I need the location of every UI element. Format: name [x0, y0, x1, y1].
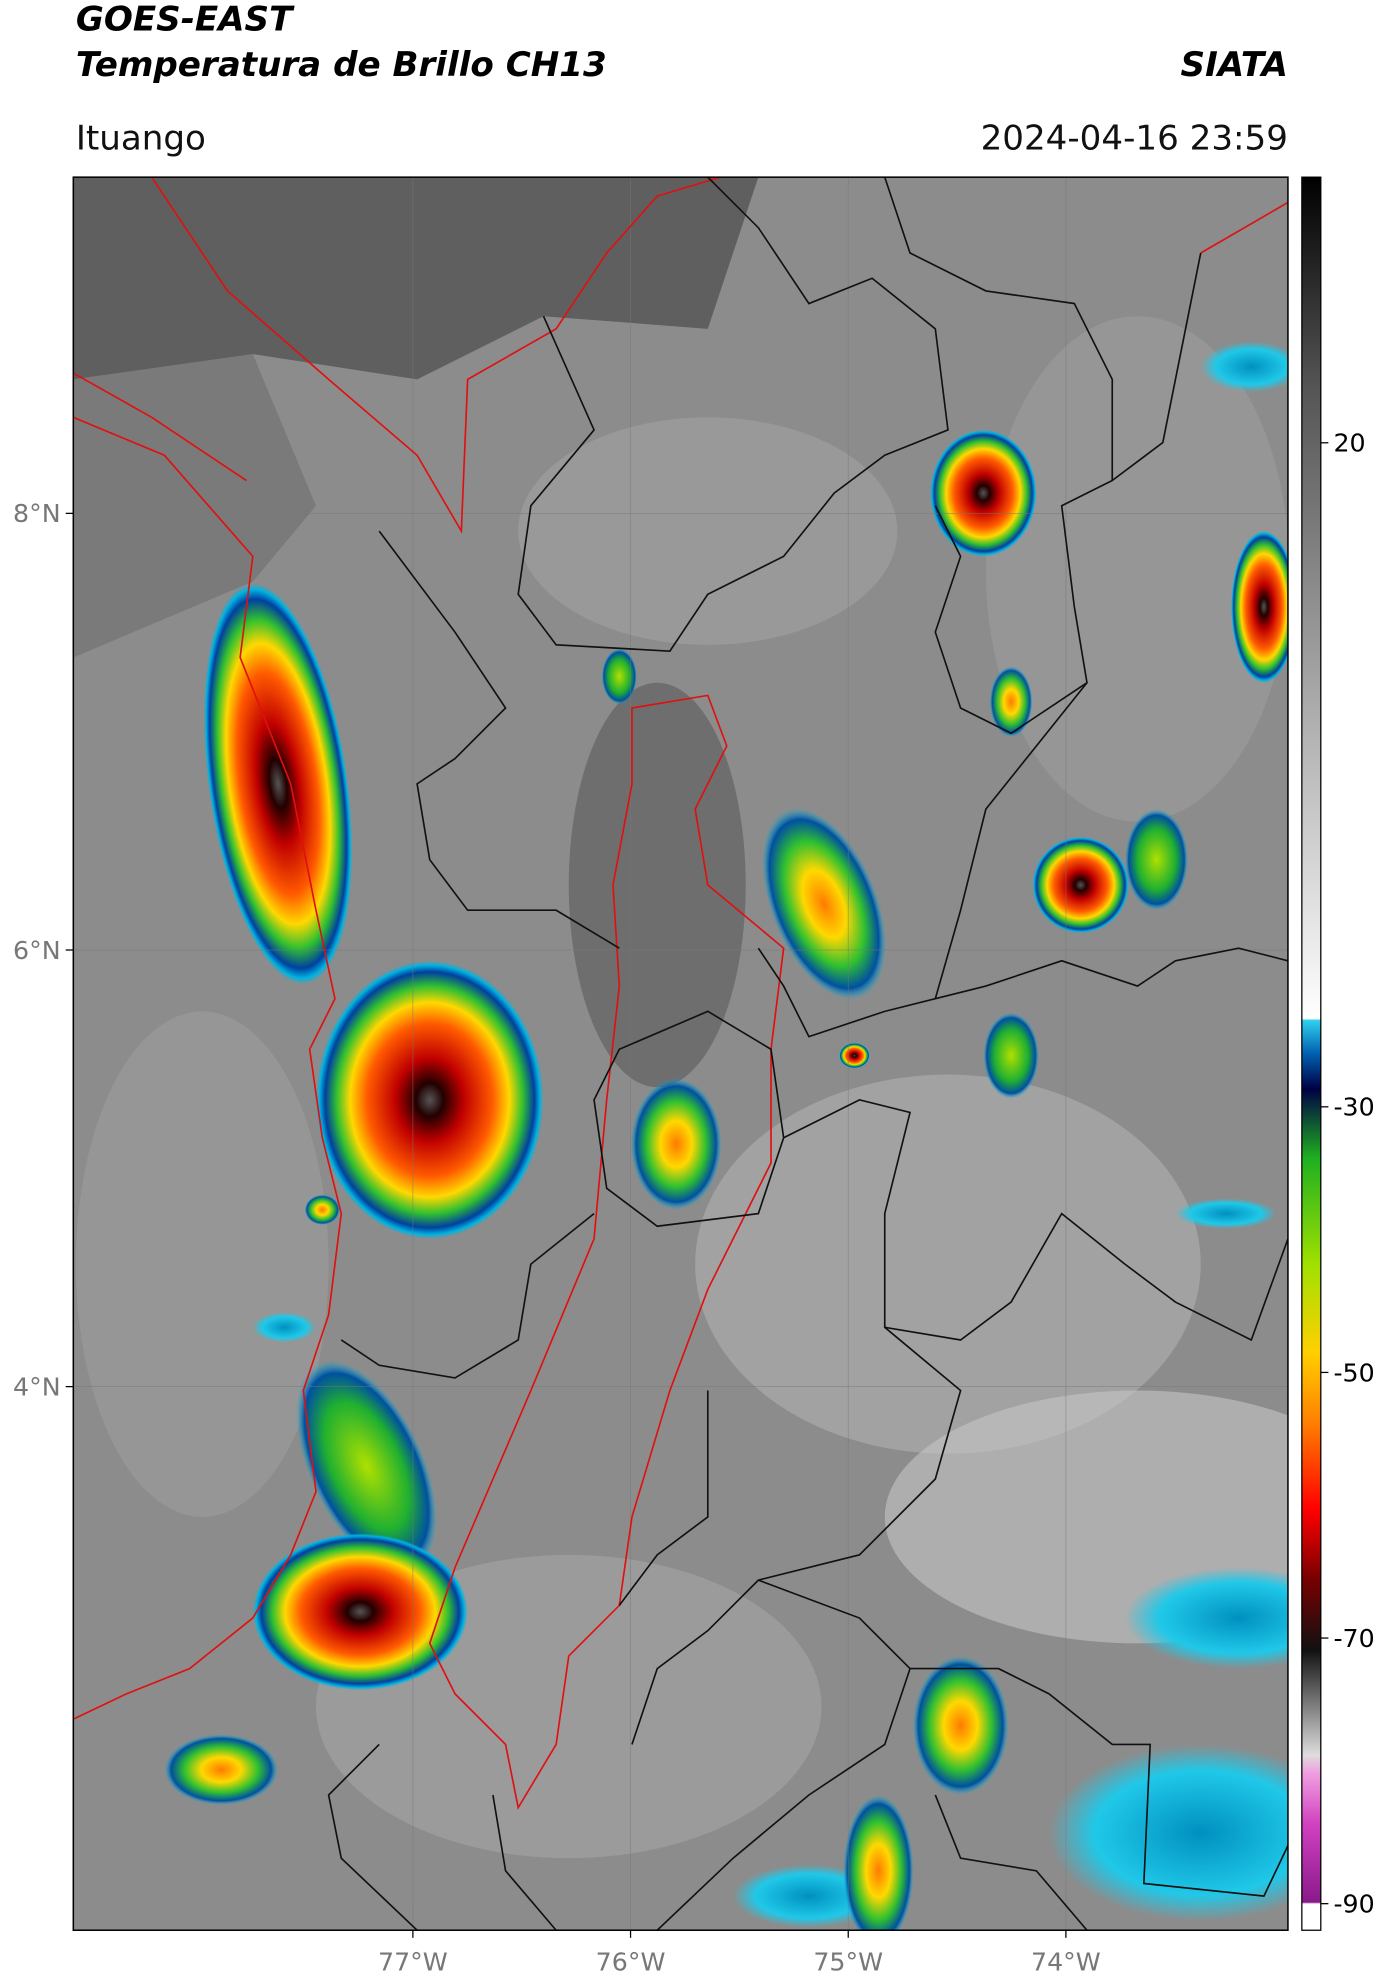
x-tick-label: 76°W [596, 1948, 666, 1977]
y-tick-label: 4°N [13, 1372, 61, 1401]
colorbar-tick-label: -50 [1333, 1358, 1374, 1387]
satellite-image [73, 177, 1288, 1931]
subtitle: Temperatura de Brillo CH13 [76, 45, 607, 85]
x-tick-label: 74°W [1031, 1948, 1101, 1977]
map-frame [72, 176, 1289, 1931]
colorbar-tick-label: -90 [1333, 1890, 1374, 1919]
x-tick-label: 75°W [813, 1948, 883, 1977]
colorbar-tick-label: -30 [1333, 1093, 1374, 1122]
location: Ituango [76, 118, 206, 158]
x-tick-label: 77°W [378, 1948, 448, 1977]
title: GOES-EAST [76, 0, 295, 40]
colorbar-tick-label: -70 [1333, 1624, 1374, 1653]
y-tick-label: 6°N [13, 936, 61, 965]
colorbar-tick-label: 20 [1333, 429, 1365, 458]
colorbar [1301, 176, 1322, 1931]
graticule [73, 177, 1288, 1931]
y-tick-label: 8°N [13, 499, 61, 528]
datetime: 2024-04-16 23:59 [981, 118, 1288, 158]
source: SIATA [1181, 45, 1288, 85]
axes: 77°W 76°W 75°W 74°W 8°N 6°N 4°N 20 -30 -50 -70 -90 [13, 429, 1375, 1977]
